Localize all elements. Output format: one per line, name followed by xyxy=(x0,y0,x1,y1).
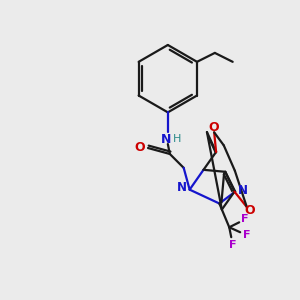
Text: N: N xyxy=(161,133,171,146)
Text: F: F xyxy=(230,240,237,250)
Text: N: N xyxy=(177,181,187,194)
Text: O: O xyxy=(135,140,146,154)
Text: O: O xyxy=(244,204,255,218)
Text: O: O xyxy=(208,121,219,134)
Text: F: F xyxy=(243,230,251,240)
Text: F: F xyxy=(242,214,249,224)
Text: N: N xyxy=(238,184,248,197)
Text: H: H xyxy=(172,134,181,144)
